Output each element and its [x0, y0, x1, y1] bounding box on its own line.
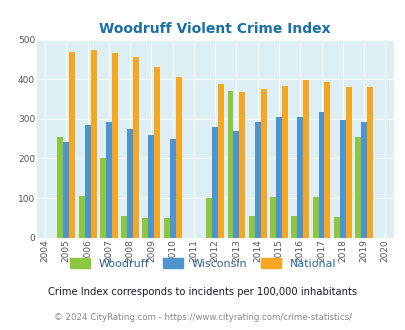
Bar — [239, 92, 245, 238]
Bar — [63, 142, 69, 238]
Bar — [260, 89, 266, 238]
Bar — [100, 158, 106, 238]
Bar — [142, 218, 148, 238]
Bar — [133, 57, 139, 238]
Text: © 2024 CityRating.com - https://www.cityrating.com/crime-statistics/: © 2024 CityRating.com - https://www.city… — [54, 313, 351, 322]
Bar — [206, 198, 212, 238]
Bar — [106, 122, 111, 238]
Bar — [79, 196, 84, 238]
Bar — [324, 82, 330, 238]
Bar — [127, 129, 133, 238]
Text: Crime Index corresponds to incidents per 100,000 inhabitants: Crime Index corresponds to incidents per… — [48, 287, 357, 297]
Bar — [84, 125, 90, 238]
Bar — [333, 216, 339, 238]
Bar — [291, 216, 296, 238]
Bar — [233, 131, 239, 238]
Bar — [360, 121, 366, 238]
Bar — [318, 113, 324, 238]
Bar — [154, 67, 160, 238]
Bar — [121, 216, 127, 238]
Bar — [303, 81, 309, 238]
Bar — [275, 117, 281, 238]
Bar — [339, 119, 345, 238]
Bar — [175, 77, 181, 238]
Bar — [227, 91, 233, 238]
Bar — [354, 137, 360, 238]
Bar — [69, 52, 75, 238]
Bar — [163, 218, 169, 238]
Bar — [57, 137, 63, 238]
Bar — [169, 139, 175, 238]
Bar — [312, 197, 318, 238]
Bar — [90, 50, 96, 238]
Legend: Woodruff, Wisconsin, National: Woodruff, Wisconsin, National — [70, 258, 335, 269]
Bar — [217, 84, 224, 238]
Bar — [296, 117, 303, 238]
Bar — [254, 122, 260, 238]
Bar — [212, 127, 217, 238]
Bar — [248, 216, 254, 238]
Bar — [366, 87, 372, 238]
Bar — [345, 87, 351, 238]
Bar — [111, 53, 117, 238]
Bar — [269, 197, 275, 238]
Bar — [148, 135, 154, 238]
Title: Woodruff Violent Crime Index: Woodruff Violent Crime Index — [99, 22, 330, 36]
Bar — [281, 86, 287, 238]
